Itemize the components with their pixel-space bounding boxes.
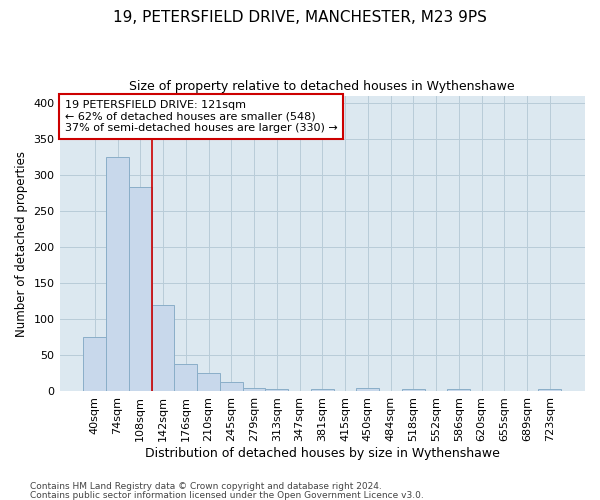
Text: 19, PETERSFIELD DRIVE, MANCHESTER, M23 9PS: 19, PETERSFIELD DRIVE, MANCHESTER, M23 9… — [113, 10, 487, 25]
Text: Contains public sector information licensed under the Open Government Licence v3: Contains public sector information licen… — [30, 490, 424, 500]
Bar — [175, 364, 197, 392]
Text: 19 PETERSFIELD DRIVE: 121sqm
← 62% of detached houses are smaller (548)
37% of s: 19 PETERSFIELD DRIVE: 121sqm ← 62% of de… — [65, 100, 338, 133]
Bar — [538, 390, 561, 392]
Bar — [356, 388, 379, 392]
Title: Size of property relative to detached houses in Wythenshawe: Size of property relative to detached ho… — [130, 80, 515, 93]
Bar — [448, 390, 470, 392]
Y-axis label: Number of detached properties: Number of detached properties — [15, 150, 28, 336]
Bar — [220, 382, 242, 392]
Text: Contains HM Land Registry data © Crown copyright and database right 2024.: Contains HM Land Registry data © Crown c… — [30, 482, 382, 491]
Bar — [265, 390, 288, 392]
Bar — [311, 390, 334, 392]
Bar — [106, 157, 129, 392]
Bar — [402, 390, 425, 392]
Bar — [242, 388, 265, 392]
Bar — [152, 305, 175, 392]
Bar — [129, 187, 152, 392]
X-axis label: Distribution of detached houses by size in Wythenshawe: Distribution of detached houses by size … — [145, 447, 500, 460]
Bar — [83, 338, 106, 392]
Bar — [197, 374, 220, 392]
